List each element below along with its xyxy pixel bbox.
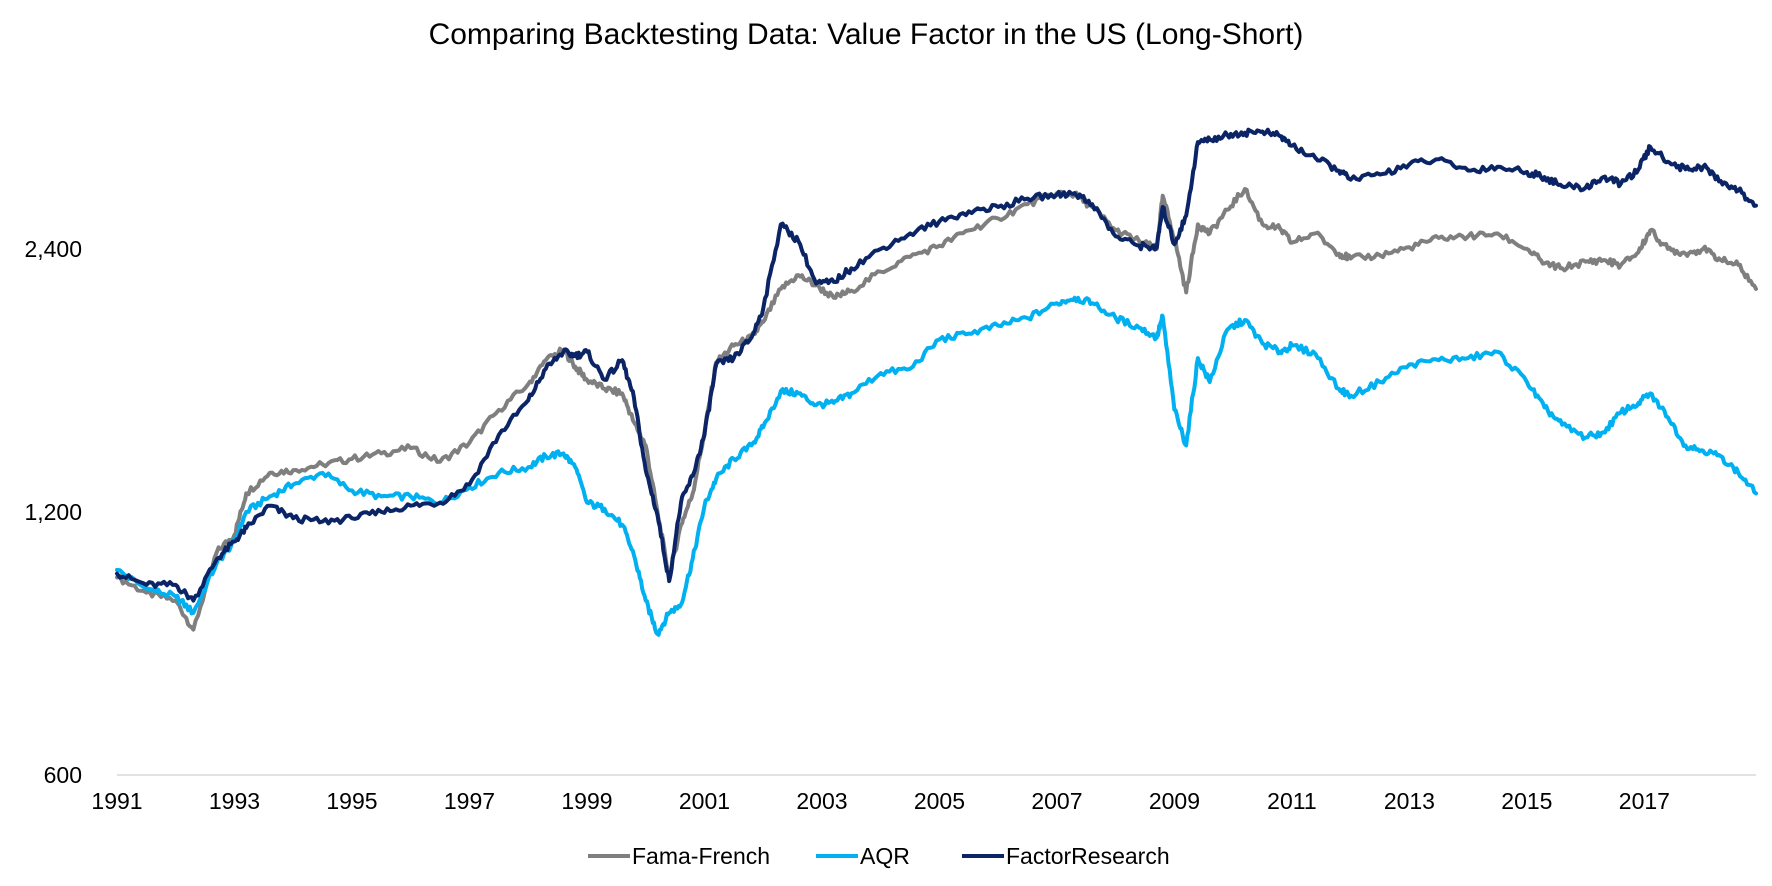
legend-label-factorresearch: FactorResearch	[1006, 843, 1170, 869]
x-tick-label: 1997	[444, 788, 495, 814]
legend: Fama-French AQR FactorResearch	[588, 843, 1170, 869]
x-tick-label: 1993	[209, 788, 260, 814]
plot-area: 600 1,200 2,400 1991 1993 1995 1997 1999 2001 200…	[24, 127, 1758, 814]
x-tick-label: 2009	[1149, 788, 1200, 814]
legend-label-fama-french: Fama-French	[632, 843, 770, 869]
series-line-factorresearch	[115, 127, 1758, 603]
chart-title: Comparing Backtesting Data: Value Factor…	[429, 18, 1304, 51]
x-tick-label: 2015	[1501, 788, 1552, 814]
y-tick-label: 1,200	[24, 499, 82, 525]
x-tick-label: 2001	[679, 788, 730, 814]
x-tick-label: 2005	[914, 788, 965, 814]
series-line-aqr	[115, 295, 1758, 637]
x-tick-label: 1991	[91, 788, 142, 814]
y-tick-label: 2,400	[24, 236, 82, 262]
series-line-fama-french	[115, 187, 1758, 632]
x-tick-label: 2017	[1619, 788, 1670, 814]
x-tick-label: 2007	[1031, 788, 1082, 814]
x-tick-label: 2013	[1384, 788, 1435, 814]
x-tick-label: 1995	[326, 788, 377, 814]
legend-label-aqr: AQR	[860, 843, 910, 869]
x-tick-label: 2003	[796, 788, 847, 814]
y-tick-label: 600	[44, 762, 82, 788]
x-tick-label: 2011	[1267, 788, 1316, 814]
x-tick-label: 1999	[561, 788, 612, 814]
